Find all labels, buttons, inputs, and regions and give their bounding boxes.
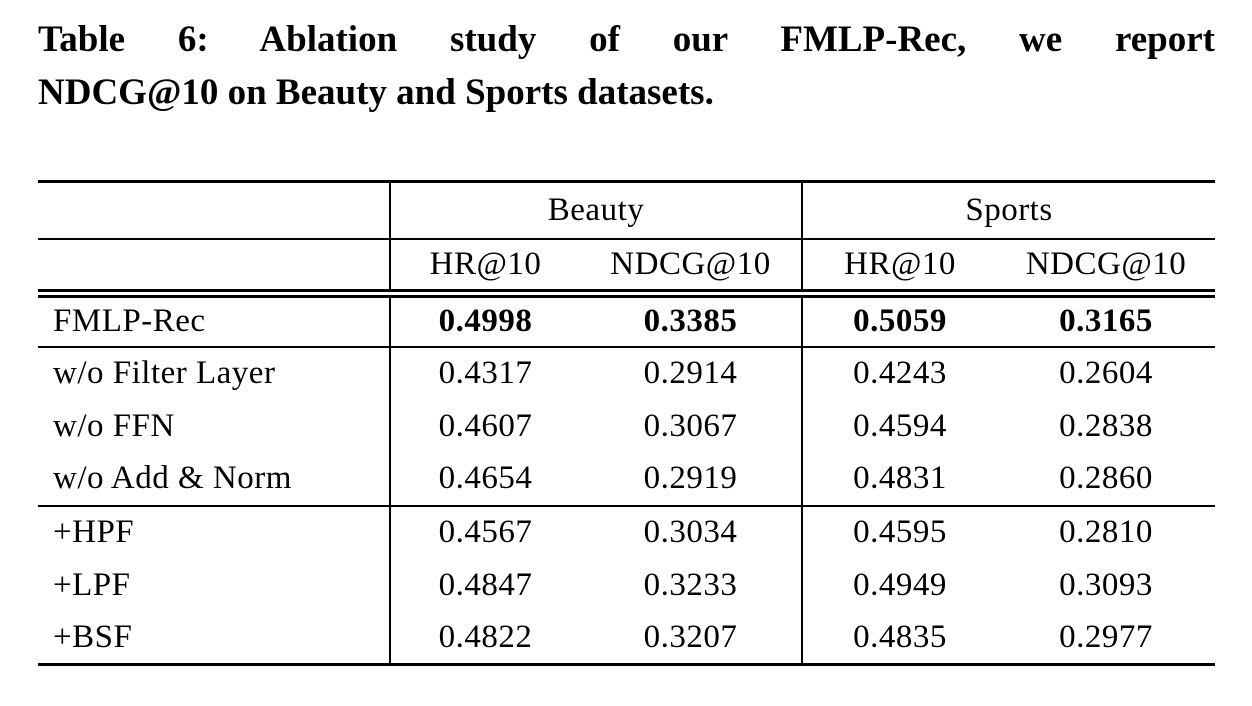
- metric-value: 0.2860: [997, 452, 1216, 507]
- metric-value: 0.3207: [580, 611, 804, 665]
- row-label: +HPF: [38, 505, 391, 559]
- row-label: +LPF: [38, 558, 391, 612]
- table-row-wo-add-norm: w/o Add & Norm 0.4654 0.2919 0.4831 0.28…: [38, 452, 1216, 507]
- row-label: +BSF: [38, 611, 391, 665]
- table-row-fmlp-rec: FMLP-Rec 0.4998 0.3385 0.5059 0.3165: [38, 293, 1216, 348]
- metric-value: 0.4607: [438, 407, 533, 444]
- metric-value: 0.3093: [1059, 566, 1153, 603]
- metric-value: 0.4998: [390, 293, 580, 348]
- metric-value: 0.2914: [580, 346, 804, 400]
- metric-value: 0.3165: [997, 293, 1216, 348]
- metric-value: 0.4243: [853, 355, 947, 391]
- metric-header-sports-hr10: HR@10: [802, 238, 998, 298]
- metric-value: 0.2977: [1059, 618, 1153, 655]
- table-row-wo-ffn: w/o FFN 0.4607 0.3067 0.4594 0.2838: [38, 399, 1215, 453]
- metric-value: 0.2919: [580, 452, 804, 507]
- table-caption: Table 6: Ablation study of our FMLP-Rec,…: [38, 14, 1215, 119]
- metric-value: 0.2604: [1059, 355, 1153, 391]
- metric-value: 0.5059: [802, 293, 998, 348]
- caption-line-1: Table 6: Ablation study of our FMLP-Rec,…: [38, 19, 1215, 60]
- empty-corner-cell: [38, 238, 391, 298]
- metric-value: 0.4847: [438, 566, 533, 603]
- metric-value: 0.3385: [580, 293, 804, 348]
- dataset-group-header-row: Beauty Sports: [38, 181, 1216, 240]
- metric-value: 0.3067: [580, 399, 804, 453]
- metric-value: 0.4949: [853, 566, 947, 603]
- dataset-header-beauty: Beauty: [390, 181, 804, 240]
- ablation-results-table: Beauty Sports HR@10 NDCG@10 HR@10 NDCG@1…: [38, 180, 1216, 666]
- metric-value: 0.3233: [580, 558, 804, 612]
- dataset-header-sports: Sports: [802, 181, 1216, 240]
- metric-header-beauty-hr10: HR@10: [390, 238, 580, 298]
- metric-value: 0.4595: [853, 514, 947, 550]
- empty-corner-cell: [38, 181, 391, 240]
- metric-value: 0.4317: [438, 355, 533, 391]
- metric-value: 0.4594: [853, 407, 947, 444]
- row-label: w/o Filter Layer: [38, 346, 391, 400]
- caption-line-2: NDCG@10 on Beauty and Sports datasets.: [38, 71, 714, 113]
- table-row-lpf: +LPF 0.4847 0.3233 0.4949 0.3093: [38, 558, 1215, 612]
- table-row-wo-filter-layer: w/o Filter Layer 0.4317 0.2914 0.4243 0.…: [38, 346, 1215, 400]
- metric-header-beauty-ndcg10: NDCG@10: [580, 238, 804, 298]
- metric-value: 0.2838: [1059, 407, 1153, 444]
- metric-value: 0.2810: [1059, 514, 1153, 550]
- row-label: FMLP-Rec: [38, 293, 391, 348]
- metric-header-sports-ndcg10: NDCG@10: [997, 238, 1216, 298]
- metric-header-row: HR@10 NDCG@10 HR@10 NDCG@10: [38, 238, 1216, 298]
- metric-value: 0.4567: [438, 514, 533, 550]
- table-row-hpf: +HPF 0.4567 0.3034 0.4595 0.2810: [38, 505, 1215, 559]
- row-label: w/o Add & Norm: [38, 452, 391, 507]
- metric-value: 0.4831: [802, 452, 998, 507]
- table-row-bsf: +BSF 0.4822 0.3207 0.4835 0.2977: [38, 611, 1215, 665]
- row-label: w/o FFN: [38, 399, 391, 453]
- metric-value: 0.4835: [853, 618, 947, 655]
- metric-value: 0.3034: [580, 505, 804, 559]
- metric-value: 0.4822: [438, 618, 533, 655]
- metric-value: 0.4654: [390, 452, 580, 507]
